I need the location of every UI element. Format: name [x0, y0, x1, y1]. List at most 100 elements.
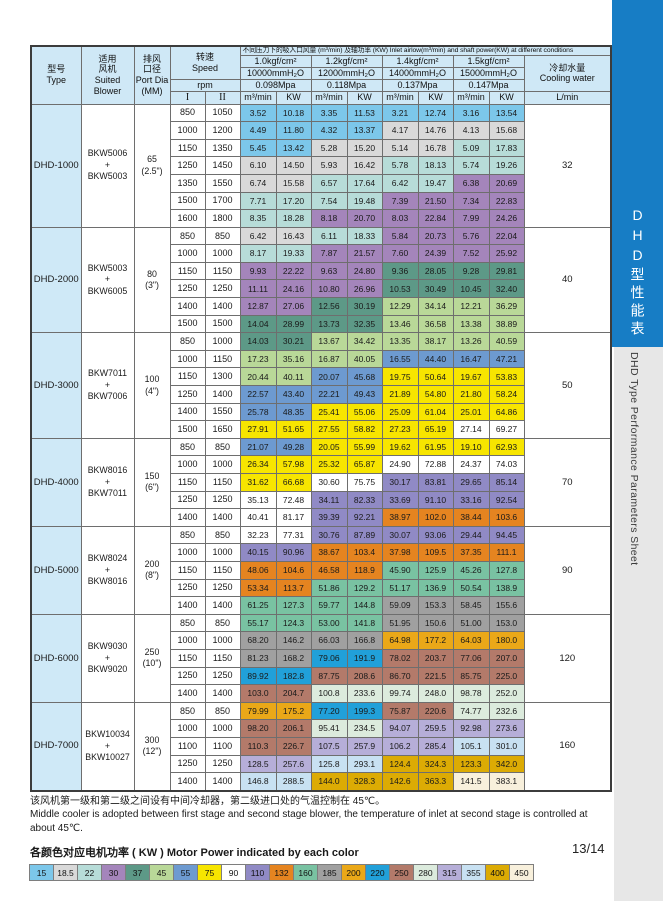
- flow-cell: 7.87: [310, 244, 348, 263]
- kw-cell: 285.4: [417, 736, 454, 756]
- flow-cell: 4.49: [239, 121, 277, 140]
- kw-cell: 16.43: [275, 226, 312, 246]
- table-body: DHD-1000 BKW5006 + BKW5003 65 (2.5") 850 105…: [30, 103, 612, 792]
- kw-cell: 111.1: [488, 543, 525, 562]
- speed-i-cell: 1000: [169, 631, 206, 650]
- header-speed-II: II: [204, 90, 241, 105]
- flow-cell: 5.09: [452, 138, 490, 158]
- note-en: Middle cooler is adopted between first s…: [30, 809, 588, 834]
- port-cell: 300 (12"): [133, 701, 171, 792]
- flow-cell: 5.76: [452, 226, 490, 246]
- speed-i-cell: 1400: [169, 772, 206, 792]
- kw-cell: 85.14: [488, 473, 525, 492]
- header-flow-unit-1: m³/min: [239, 90, 277, 105]
- speed-i-cell: 1400: [169, 596, 206, 615]
- flow-cell: 13.38: [452, 314, 490, 334]
- blower-cell: BKW7011 + BKW7006: [80, 332, 135, 439]
- port-cell: 80 (3"): [133, 226, 171, 334]
- kw-cell: 153.0: [488, 613, 525, 633]
- flow-cell: 94.07: [381, 719, 419, 738]
- kw-cell: 40.05: [346, 349, 383, 369]
- speed-ii-cell: 1400: [204, 596, 241, 615]
- speed-i-cell: 1150: [169, 560, 206, 580]
- header-type: 型号 Type: [30, 45, 82, 105]
- kw-cell: 206.1: [275, 719, 312, 738]
- port-cell: 65 (2.5"): [133, 103, 171, 228]
- speed-ii-cell: 1550: [204, 402, 241, 422]
- kw-cell: 146.2: [275, 631, 312, 650]
- table-row: 1000 1000 26.34 57.98 25.32 65.87 24.90 72.88 24…: [31, 455, 611, 475]
- table-row: 1400 1400 146.8 288.5 144.0 328.3 142.6 363.3 14…: [31, 772, 611, 792]
- flow-cell: 29.65: [452, 473, 490, 492]
- legend-swatch: 18.5: [53, 864, 78, 882]
- flow-cell: 110.3: [239, 736, 277, 756]
- flow-cell: 5.74: [452, 156, 490, 175]
- kw-cell: 49.43: [346, 385, 383, 404]
- table-row: 1150 1350 5.45 13.42 5.28 15.20 5.14 16.78 5.09 1…: [31, 138, 611, 158]
- kw-cell: 293.1: [346, 754, 383, 774]
- kw-cell: 82.33: [346, 490, 383, 510]
- flow-cell: 33.69: [381, 490, 419, 510]
- legend-swatch: 450: [509, 864, 534, 882]
- speed-i-cell: 1150: [169, 261, 206, 281]
- flow-cell: 30.60: [310, 473, 348, 492]
- header-cooling: 冷却水量 Cooling water: [523, 55, 612, 92]
- flow-cell: 142.6: [381, 772, 419, 792]
- speed-i-cell: 1150: [169, 367, 206, 387]
- performance-table: 型号 Type 适用 风机 Suited Blower 排风 口径 Port D…: [30, 45, 613, 792]
- flow-cell: 12.21: [452, 297, 490, 316]
- flow-cell: 51.17: [381, 578, 419, 598]
- flow-cell: 98.78: [452, 684, 490, 703]
- table-row: 1250 1250 11.11 24.16 10.80 26.96 10.53 30.49 10…: [31, 279, 611, 299]
- legend-swatch: 55: [173, 864, 198, 882]
- header-mpa-3: 0.137Mpa: [381, 78, 454, 92]
- flow-cell: 19.75: [381, 367, 419, 387]
- table-row: 1150 1150 81.23 168.2 79.06 191.9 78.02 203.7 77…: [31, 648, 611, 668]
- kw-cell: 24.39: [417, 244, 454, 263]
- blower-cell: BKW9030 + BKW9020: [80, 613, 135, 703]
- flow-cell: 107.5: [310, 736, 348, 756]
- legend-swatch: 355: [461, 864, 486, 882]
- flow-cell: 16.87: [310, 349, 348, 369]
- legend-swatch: 315: [437, 864, 462, 882]
- flow-cell: 27.91: [239, 420, 277, 439]
- kw-cell: 138.9: [488, 578, 525, 598]
- speed-i-cell: 1250: [169, 490, 206, 510]
- kw-cell: 61.04: [417, 402, 454, 422]
- table-row: 1000 1000 40.15 90.96 38.67 103.4 37.98 109.5 37…: [31, 543, 611, 562]
- header-kw-unit-1: KW: [275, 90, 312, 105]
- flow-cell: 16.55: [381, 349, 419, 369]
- flow-cell: 21.07: [239, 437, 277, 457]
- kw-cell: 66.68: [275, 473, 312, 492]
- cooling-cell: 160: [523, 701, 612, 792]
- model-cell: DHD-5000: [30, 525, 82, 615]
- speed-i-cell: 1400: [169, 508, 206, 527]
- header-kgf-4: 1.5kgf/cm²: [452, 55, 525, 68]
- flow-cell: 89.92: [239, 666, 277, 686]
- flow-cell: 4.32: [310, 121, 348, 140]
- kw-cell: 22.04: [488, 226, 525, 246]
- speed-ii-cell: 1000: [204, 244, 241, 263]
- speed-ii-cell: 1250: [204, 279, 241, 299]
- speed-i-cell: 1400: [169, 684, 206, 703]
- motor-power-legend: 15 18.5 22 30 37 45 55 75 90 110 132 160 185 200 220 25…: [29, 864, 610, 882]
- model-cell: DHD-6000: [30, 613, 82, 703]
- speed-ii-cell: 1150: [204, 560, 241, 580]
- legend-swatch: 90: [221, 864, 246, 882]
- flow-cell: 7.34: [452, 191, 490, 211]
- flow-cell: 20.05: [310, 437, 348, 457]
- flow-cell: 27.14: [452, 420, 490, 439]
- kw-cell: 32.35: [346, 314, 383, 334]
- flow-cell: 64.98: [381, 631, 419, 650]
- flow-cell: 24.37: [452, 455, 490, 475]
- kw-cell: 38.17: [417, 332, 454, 351]
- kw-cell: 49.28: [275, 437, 312, 457]
- blower-cell: BKW5003 + BKW6005: [80, 226, 135, 334]
- table-row: 1000 1150 17.23 35.16 16.87 40.05 16.55 44.40 16…: [31, 349, 611, 369]
- flow-cell: 39.39: [310, 508, 348, 527]
- flow-cell: 12.87: [239, 297, 277, 316]
- speed-i-cell: 850: [169, 613, 206, 633]
- flow-cell: 61.25: [239, 596, 277, 615]
- table-row: DHD-7000 BKW10034 + BKW10027 300 (12") 850 8…: [30, 701, 612, 792]
- kw-cell: 363.3: [417, 772, 454, 792]
